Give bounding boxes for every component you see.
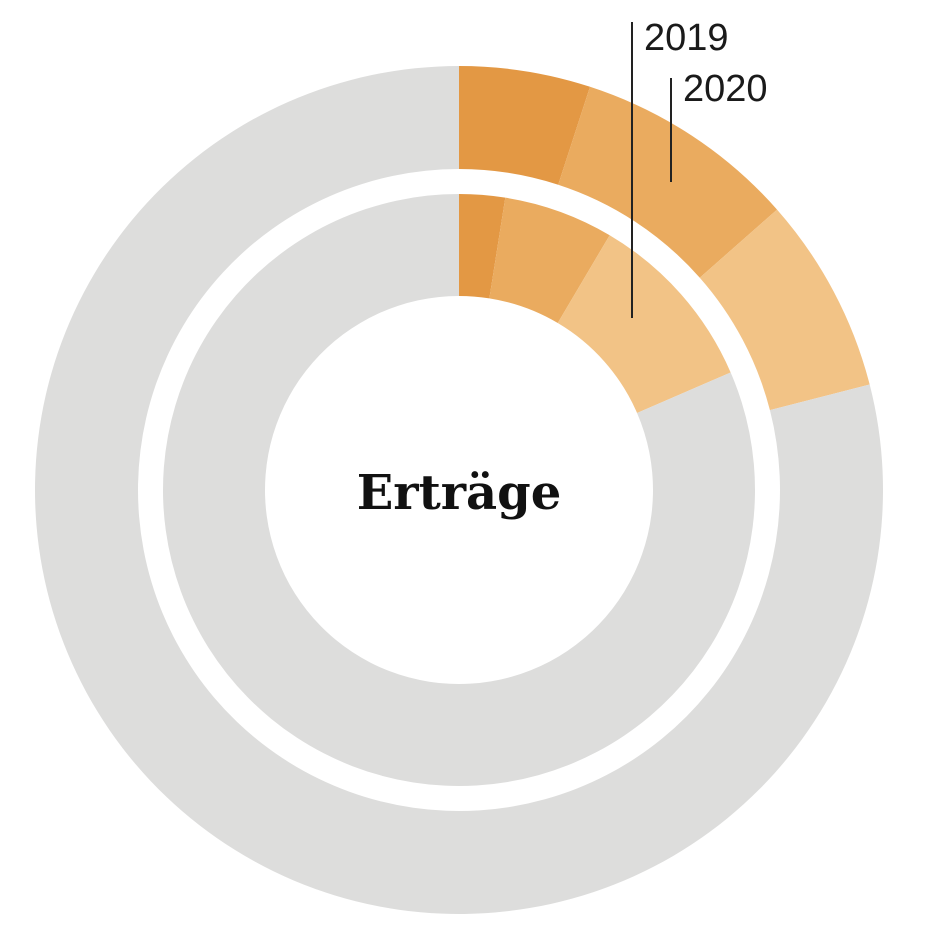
ring-2020-segment-2 — [558, 86, 778, 278]
ring-2020-segment-1 — [459, 66, 591, 185]
chart-title: Erträge — [357, 465, 562, 521]
legend-label-2019: 2019 — [644, 17, 729, 59]
ring-2019-segment-4 — [163, 194, 755, 786]
ring-2019-segment-2 — [489, 197, 610, 324]
ring-2019-segment-1 — [459, 194, 506, 299]
legend-label-2020: 2020 — [683, 68, 768, 110]
ring-2019-segment-3 — [557, 235, 731, 413]
chart-rings — [35, 66, 884, 914]
ring-2020-segment-3 — [699, 209, 870, 411]
